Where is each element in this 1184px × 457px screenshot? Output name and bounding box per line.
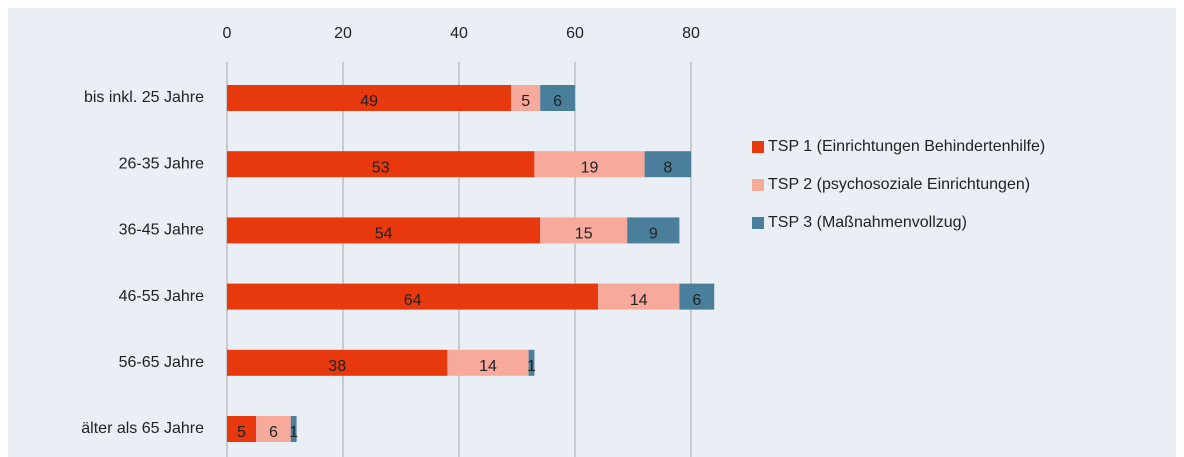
legend-label: TSP 3 (Maßnahmenvollzug) — [768, 214, 967, 231]
bar-segment — [598, 283, 680, 310]
bar-segment — [227, 85, 512, 111]
data-label: 54 — [375, 226, 393, 243]
data-label: 6 — [692, 292, 701, 309]
bar-segment — [534, 151, 645, 178]
bar-segment — [227, 349, 448, 376]
x-tick-label: 0 — [223, 25, 232, 42]
bar-segment — [511, 85, 541, 111]
data-label: 6 — [269, 424, 278, 441]
data-label: 8 — [663, 159, 672, 176]
data-label: 9 — [649, 226, 658, 243]
x-tick-label: 20 — [334, 25, 352, 42]
bar-segment — [528, 349, 535, 376]
bar-segment — [227, 217, 541, 244]
data-label: 15 — [575, 226, 593, 243]
legend-swatch — [752, 217, 764, 229]
data-label: 49 — [360, 93, 378, 110]
y-tick-label: 56-65 Jahre — [119, 354, 204, 371]
bar-segment — [447, 349, 529, 376]
y-tick-label: bis inkl. 25 Jahre — [84, 89, 204, 106]
y-tick-label: 46-55 Jahre — [119, 288, 204, 305]
data-label: 14 — [479, 358, 497, 375]
data-label: 1 — [289, 424, 298, 441]
y-tick-label: älter als 65 Jahre — [81, 420, 204, 437]
bar-segment — [627, 217, 680, 244]
data-label: 6 — [553, 93, 562, 110]
legend-swatch — [752, 141, 764, 153]
bar-segment — [540, 217, 628, 244]
bar-segment — [679, 283, 715, 310]
legend-label: TSP 1 (Einrichtungen Behindertenhilfe) — [768, 138, 1045, 155]
data-label: 1 — [527, 358, 536, 375]
bar-segment — [227, 416, 256, 442]
y-tick-label: 26-35 Jahre — [119, 155, 204, 172]
bar-segment — [256, 416, 291, 442]
data-label: 14 — [630, 292, 648, 309]
bar-segment — [540, 85, 575, 111]
data-label: 5 — [521, 93, 530, 110]
data-label: 53 — [372, 159, 390, 176]
bar-segment — [227, 151, 535, 178]
y-tick-label: 36-45 Jahre — [119, 222, 204, 239]
bar-segment — [227, 283, 599, 310]
x-tick-label: 60 — [566, 25, 584, 42]
x-tick-label: 80 — [682, 25, 700, 42]
legend-label: TSP 2 (psychosoziale Einrichtungen) — [768, 176, 1030, 193]
data-label: 19 — [581, 159, 599, 176]
x-tick-label: 40 — [450, 25, 468, 42]
data-label: 38 — [328, 358, 346, 375]
bar-segment — [290, 416, 297, 442]
data-label: 64 — [404, 292, 422, 309]
legend-swatch — [752, 179, 764, 191]
bar-segment — [644, 151, 691, 178]
data-label: 5 — [237, 424, 246, 441]
